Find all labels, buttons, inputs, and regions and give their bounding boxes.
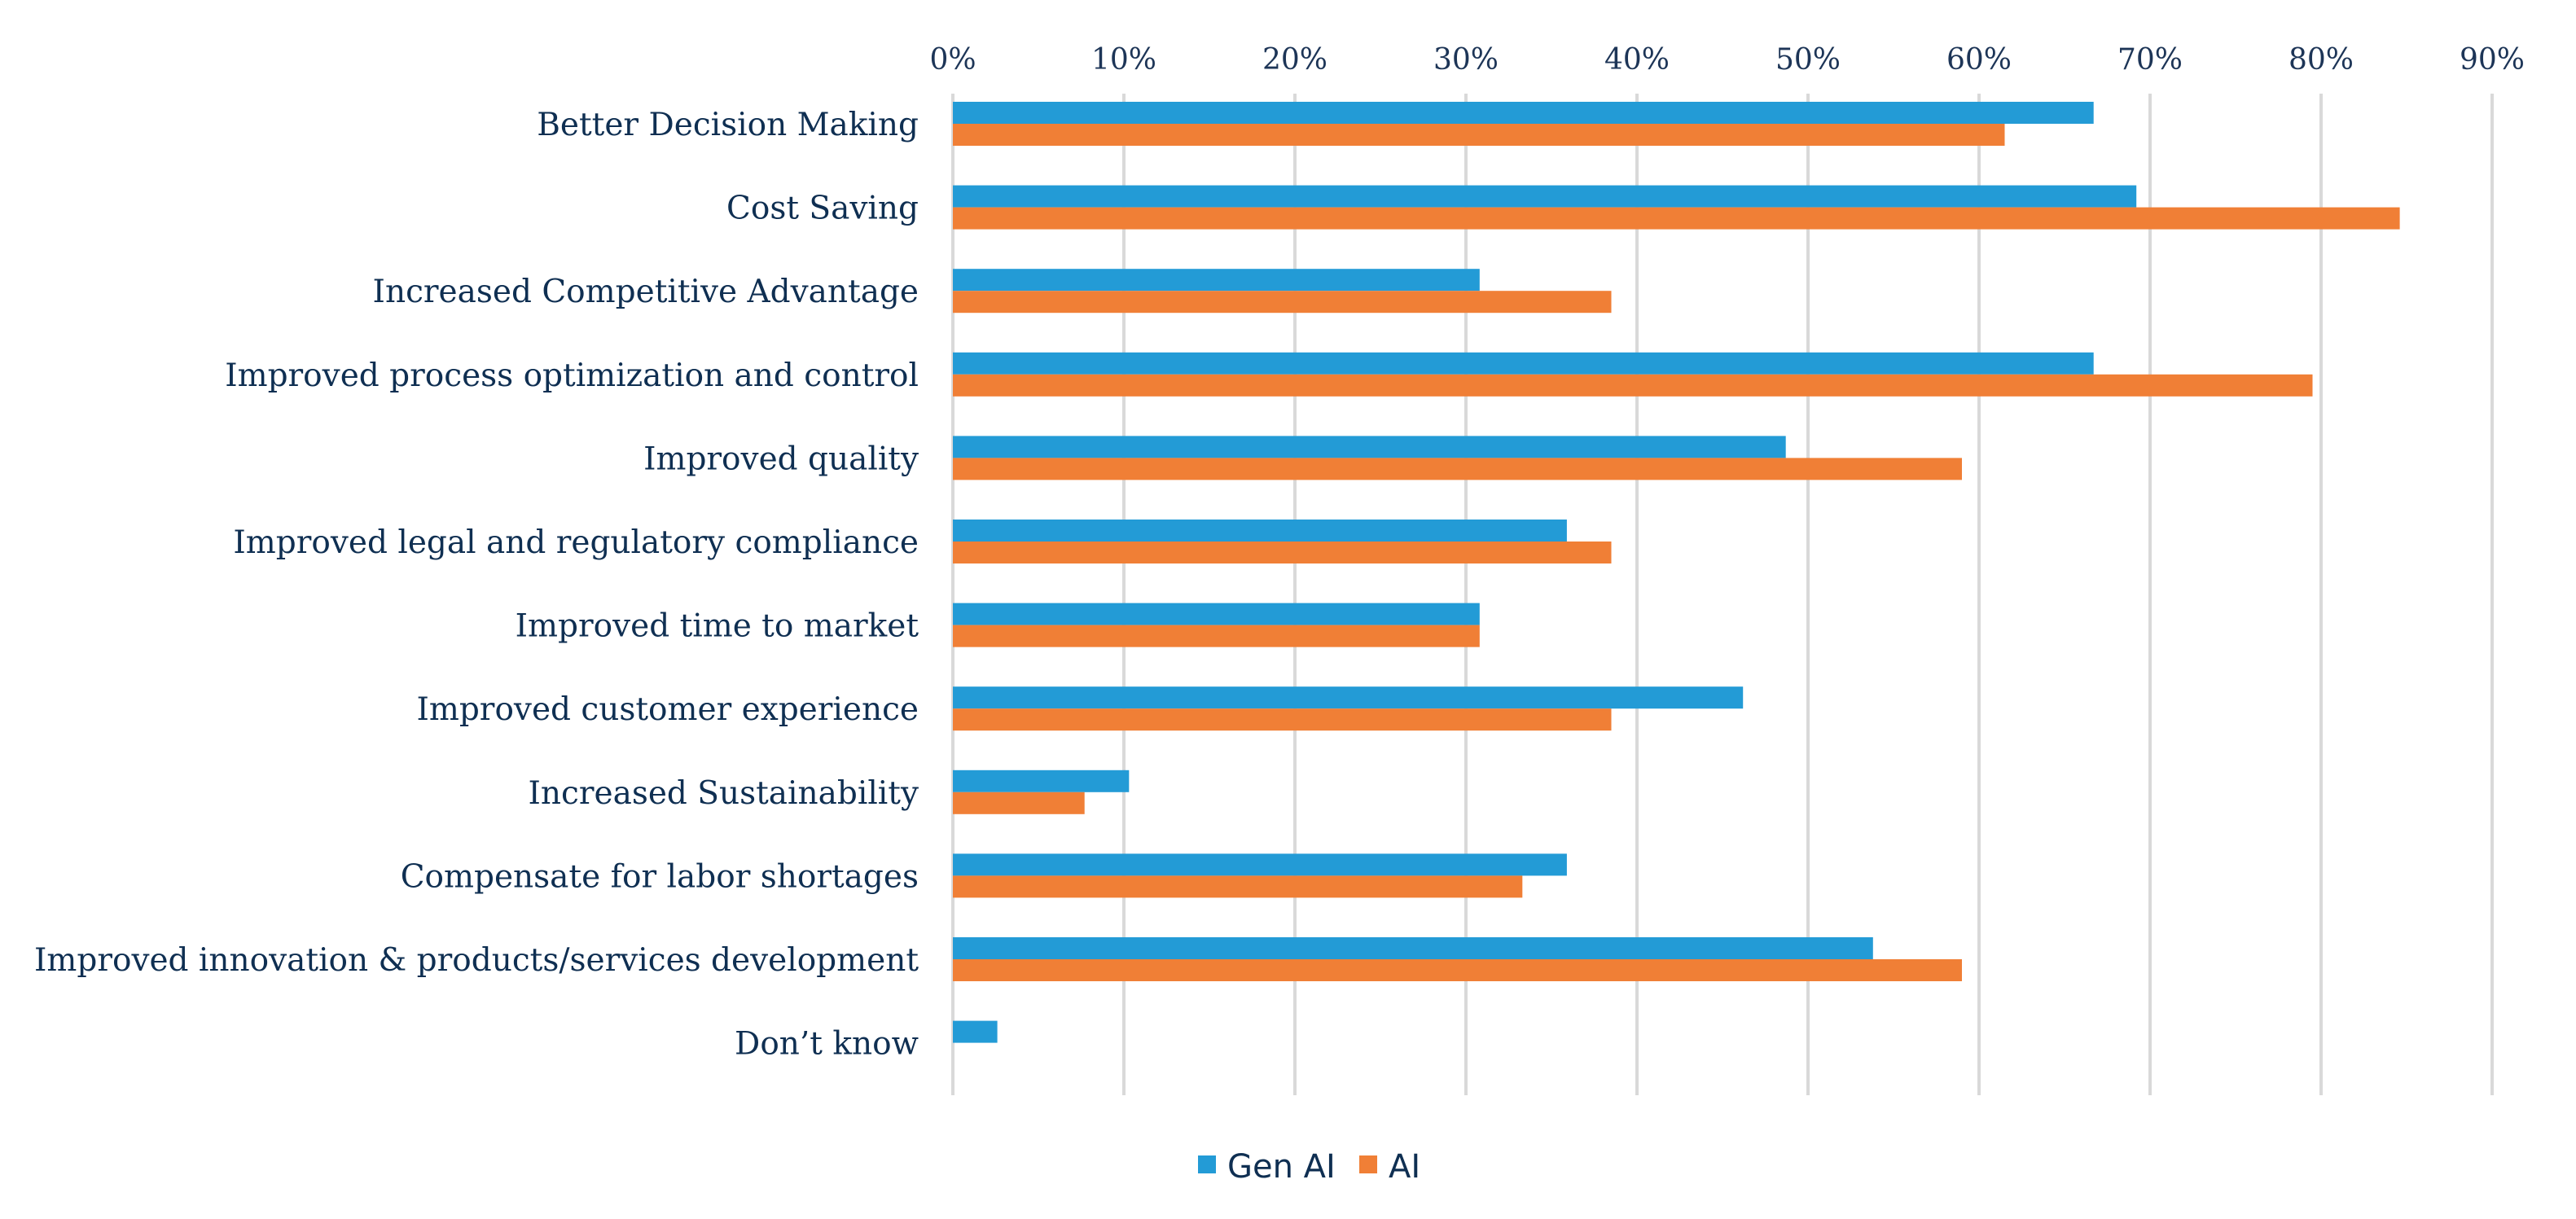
category-label: Don’t know bbox=[735, 1026, 919, 1063]
legend-label: Gen AI bbox=[1227, 1148, 1336, 1186]
x-tick-label: 20% bbox=[1262, 43, 1327, 77]
category-label: Increased Sustainability bbox=[528, 775, 919, 812]
bar-ai bbox=[953, 625, 1480, 647]
category-label: Increased Competitive Advantage bbox=[373, 274, 919, 310]
bar-gen-ai bbox=[953, 269, 1480, 292]
bar-gen-ai bbox=[953, 520, 1567, 542]
bar-ai bbox=[953, 875, 1523, 898]
bar-gen-ai bbox=[953, 102, 2094, 124]
legend-label: AI bbox=[1389, 1148, 1420, 1186]
bar-gen-ai bbox=[953, 185, 2137, 208]
category-label: Better Decision Making bbox=[537, 107, 919, 143]
x-axis-ticks: 0% 10% 20% 30% 40% 50% 60% 70% 80% 90% bbox=[929, 43, 2525, 77]
bar-gen-ai bbox=[953, 853, 1567, 876]
bar-gen-ai bbox=[953, 1020, 998, 1043]
bar-ai bbox=[953, 542, 1612, 563]
category-label: Cost Saving bbox=[726, 191, 919, 227]
bar-ai bbox=[953, 207, 2400, 230]
x-tick-label: 10% bbox=[1091, 43, 1156, 77]
bar-gen-ai bbox=[953, 436, 1786, 458]
x-tick-label: 40% bbox=[1604, 43, 1670, 77]
bar-ai bbox=[953, 124, 2005, 146]
category-label: Improved customer experience bbox=[416, 691, 919, 728]
category-label: Improved legal and regulatory compliance bbox=[233, 524, 919, 561]
gridlines bbox=[951, 94, 2494, 1095]
x-tick-label: 80% bbox=[2289, 43, 2354, 77]
x-tick-label: 70% bbox=[2117, 43, 2183, 77]
x-tick-label: 90% bbox=[2460, 43, 2525, 77]
bar-ai bbox=[953, 374, 2313, 397]
bar-gen-ai bbox=[953, 686, 1744, 709]
legend-swatch bbox=[1359, 1155, 1377, 1173]
bar-ai bbox=[953, 291, 1612, 314]
bar-ai bbox=[953, 791, 1085, 814]
category-label: Improved process optimization and contro… bbox=[225, 357, 919, 394]
bar-gen-ai bbox=[953, 603, 1480, 625]
x-tick-label: 60% bbox=[1946, 43, 2012, 77]
category-label: Improved quality bbox=[643, 441, 919, 477]
bar-gen-ai bbox=[953, 770, 1130, 792]
x-tick-label: 50% bbox=[1775, 43, 1841, 77]
bar-ai bbox=[953, 708, 1612, 731]
bar-gen-ai bbox=[953, 937, 1873, 959]
legend: Gen AI AI bbox=[1198, 1148, 1420, 1186]
category-labels: Better Decision Making Cost Saving Increas… bbox=[34, 107, 919, 1063]
category-label: Improved innovation & products/services … bbox=[34, 942, 919, 979]
bar-ai bbox=[953, 458, 1962, 480]
legend-swatch bbox=[1198, 1155, 1216, 1173]
bars bbox=[953, 102, 2400, 1043]
bar-ai bbox=[953, 959, 1962, 981]
x-tick-label: 30% bbox=[1433, 43, 1499, 77]
category-label: Improved time to market bbox=[516, 608, 919, 645]
bar-gen-ai bbox=[953, 352, 2094, 375]
x-tick-label: 0% bbox=[929, 43, 976, 77]
category-label: Compensate for labor shortages bbox=[401, 858, 919, 895]
